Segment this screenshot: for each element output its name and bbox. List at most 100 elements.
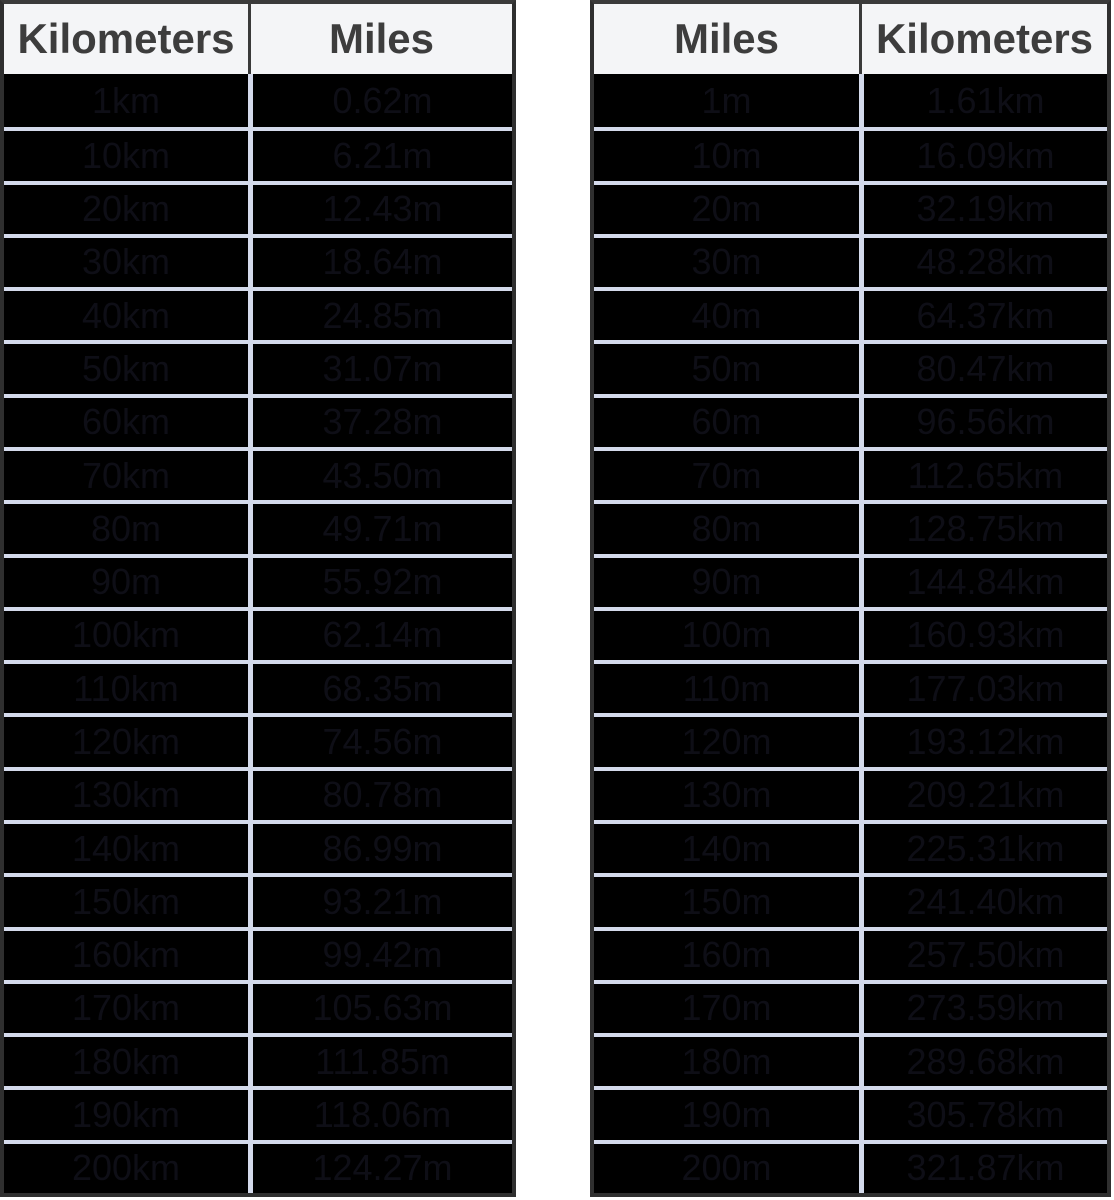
table-row: 90m 144.84km <box>594 553 1107 607</box>
table-row: 100km 62.14m <box>4 606 512 661</box>
table-cell: 105.63m <box>248 979 512 1034</box>
table-row: 20m 32.19km <box>594 180 1107 234</box>
table-row: 110km 68.35m <box>4 660 512 714</box>
table-row: 130m 209.21km <box>594 766 1107 820</box>
table-row: 150km 93.21m <box>4 873 512 927</box>
table-cell: 50m <box>594 340 859 394</box>
table-cell: 96.56km <box>859 393 1107 447</box>
table-cell: 321.87km <box>859 1139 1107 1193</box>
column-header-miles: Miles <box>594 4 859 74</box>
table-cell: 209.21km <box>859 766 1107 820</box>
table-cell: 200km <box>4 1139 248 1193</box>
table-cell: 60m <box>594 393 859 447</box>
column-header-miles: Miles <box>248 4 512 74</box>
table-cell: 40km <box>4 287 248 341</box>
table-cell: 18.64m <box>248 233 512 288</box>
table-row: 130km 80.78m <box>4 766 512 820</box>
table-row: 140km 86.99m <box>4 819 512 874</box>
table-row: 170m 273.59km <box>594 979 1107 1034</box>
table-cell: 80.78m <box>248 766 512 820</box>
table-cell: 0.62m <box>248 74 512 128</box>
table-cell: 200m <box>594 1139 859 1193</box>
table-row: 10m 16.09km <box>594 127 1107 181</box>
table-cell: 68.35m <box>248 660 512 714</box>
table-cell: 80m <box>594 500 859 554</box>
table-cell: 180m <box>594 1033 859 1087</box>
table-cell: 74.56m <box>248 713 512 767</box>
table-cell: 110km <box>4 660 248 714</box>
table-row: 30km 18.64m <box>4 233 512 288</box>
table-cell: 30m <box>594 233 859 288</box>
table-cell: 170km <box>4 979 248 1034</box>
table-cell: 86.99m <box>248 819 512 874</box>
table-cell: 120m <box>594 713 859 767</box>
table-row: 80m 49.71m <box>4 500 512 554</box>
table-cell: 24.85m <box>248 287 512 341</box>
table-row: 170km 105.63m <box>4 979 512 1034</box>
table-cell: 100km <box>4 606 248 661</box>
table-cell: 160.93km <box>859 606 1107 661</box>
table-cell: 70m <box>594 446 859 501</box>
table-cell: 50km <box>4 340 248 394</box>
table-cell: 1km <box>4 74 248 128</box>
table-cell: 160m <box>594 926 859 980</box>
table-cell: 90m <box>4 553 248 607</box>
table-cell: 130m <box>594 766 859 820</box>
table-row: 50m 80.47km <box>594 340 1107 394</box>
table-cell: 31.07m <box>248 340 512 394</box>
table-cell: 6.21m <box>248 127 512 181</box>
table-cell: 60km <box>4 393 248 447</box>
table-cell: 289.68km <box>859 1033 1107 1087</box>
table-row: 80m 128.75km <box>594 500 1107 554</box>
table-row: 90m 55.92m <box>4 553 512 607</box>
table-row: 150m 241.40km <box>594 873 1107 927</box>
table-cell: 62.14m <box>248 606 512 661</box>
header-row: Miles Kilometers <box>594 4 1107 74</box>
table-cell: 257.50km <box>859 926 1107 980</box>
table-cell: 40m <box>594 287 859 341</box>
table-row: 60m 96.56km <box>594 393 1107 447</box>
table-cell: 12.43m <box>248 180 512 234</box>
table-row: 40km 24.85m <box>4 287 512 341</box>
table-cell: 130km <box>4 766 248 820</box>
table-row: 180km 111.85m <box>4 1033 512 1087</box>
km-to-miles-table: Kilometers Miles 1km 0.62m 10km 6.21m 20km 12… <box>0 0 516 1197</box>
table-cell: 190m <box>594 1086 859 1140</box>
table-row: 70km 43.50m <box>4 446 512 501</box>
table-cell: 111.85m <box>248 1033 512 1087</box>
table-cell: 20m <box>594 180 859 234</box>
table-cell: 150m <box>594 873 859 927</box>
table-cell: 64.37km <box>859 287 1107 341</box>
table-cell: 80.47km <box>859 340 1107 394</box>
table-cell: 30km <box>4 233 248 288</box>
table-cell: 124.27m <box>248 1139 512 1193</box>
table-cell: 48.28km <box>859 233 1107 288</box>
table-cell: 20km <box>4 180 248 234</box>
km-to-miles-body: 1km 0.62m 10km 6.21m 20km 12.43m 30km 18.64m 40k… <box>4 74 512 1193</box>
table-row: 50km 31.07m <box>4 340 512 394</box>
table-cell: 160km <box>4 926 248 980</box>
table-cell: 49.71m <box>248 500 512 554</box>
table-cell: 70km <box>4 446 248 501</box>
table-row: 190m 305.78km <box>594 1086 1107 1140</box>
table-cell: 99.42m <box>248 926 512 980</box>
table-cell: 10km <box>4 127 248 181</box>
table-cell: 241.40km <box>859 873 1107 927</box>
table-cell: 112.65km <box>859 446 1107 501</box>
table-cell: 140km <box>4 819 248 874</box>
table-row: 20km 12.43m <box>4 180 512 234</box>
column-header-kilometers: Kilometers <box>4 4 248 74</box>
table-row: 160m 257.50km <box>594 926 1107 980</box>
table-row: 1m 1.61km <box>594 74 1107 128</box>
table-row: 70m 112.65km <box>594 446 1107 501</box>
table-cell: 80m <box>4 500 248 554</box>
table-cell: 90m <box>594 553 859 607</box>
table-cell: 1m <box>594 74 859 128</box>
table-row: 100m 160.93km <box>594 606 1107 661</box>
table-row: 30m 48.28km <box>594 233 1107 288</box>
table-row: 160km 99.42m <box>4 926 512 980</box>
table-row: 40m 64.37km <box>594 287 1107 341</box>
table-cell: 180km <box>4 1033 248 1087</box>
table-cell: 32.19km <box>859 180 1107 234</box>
